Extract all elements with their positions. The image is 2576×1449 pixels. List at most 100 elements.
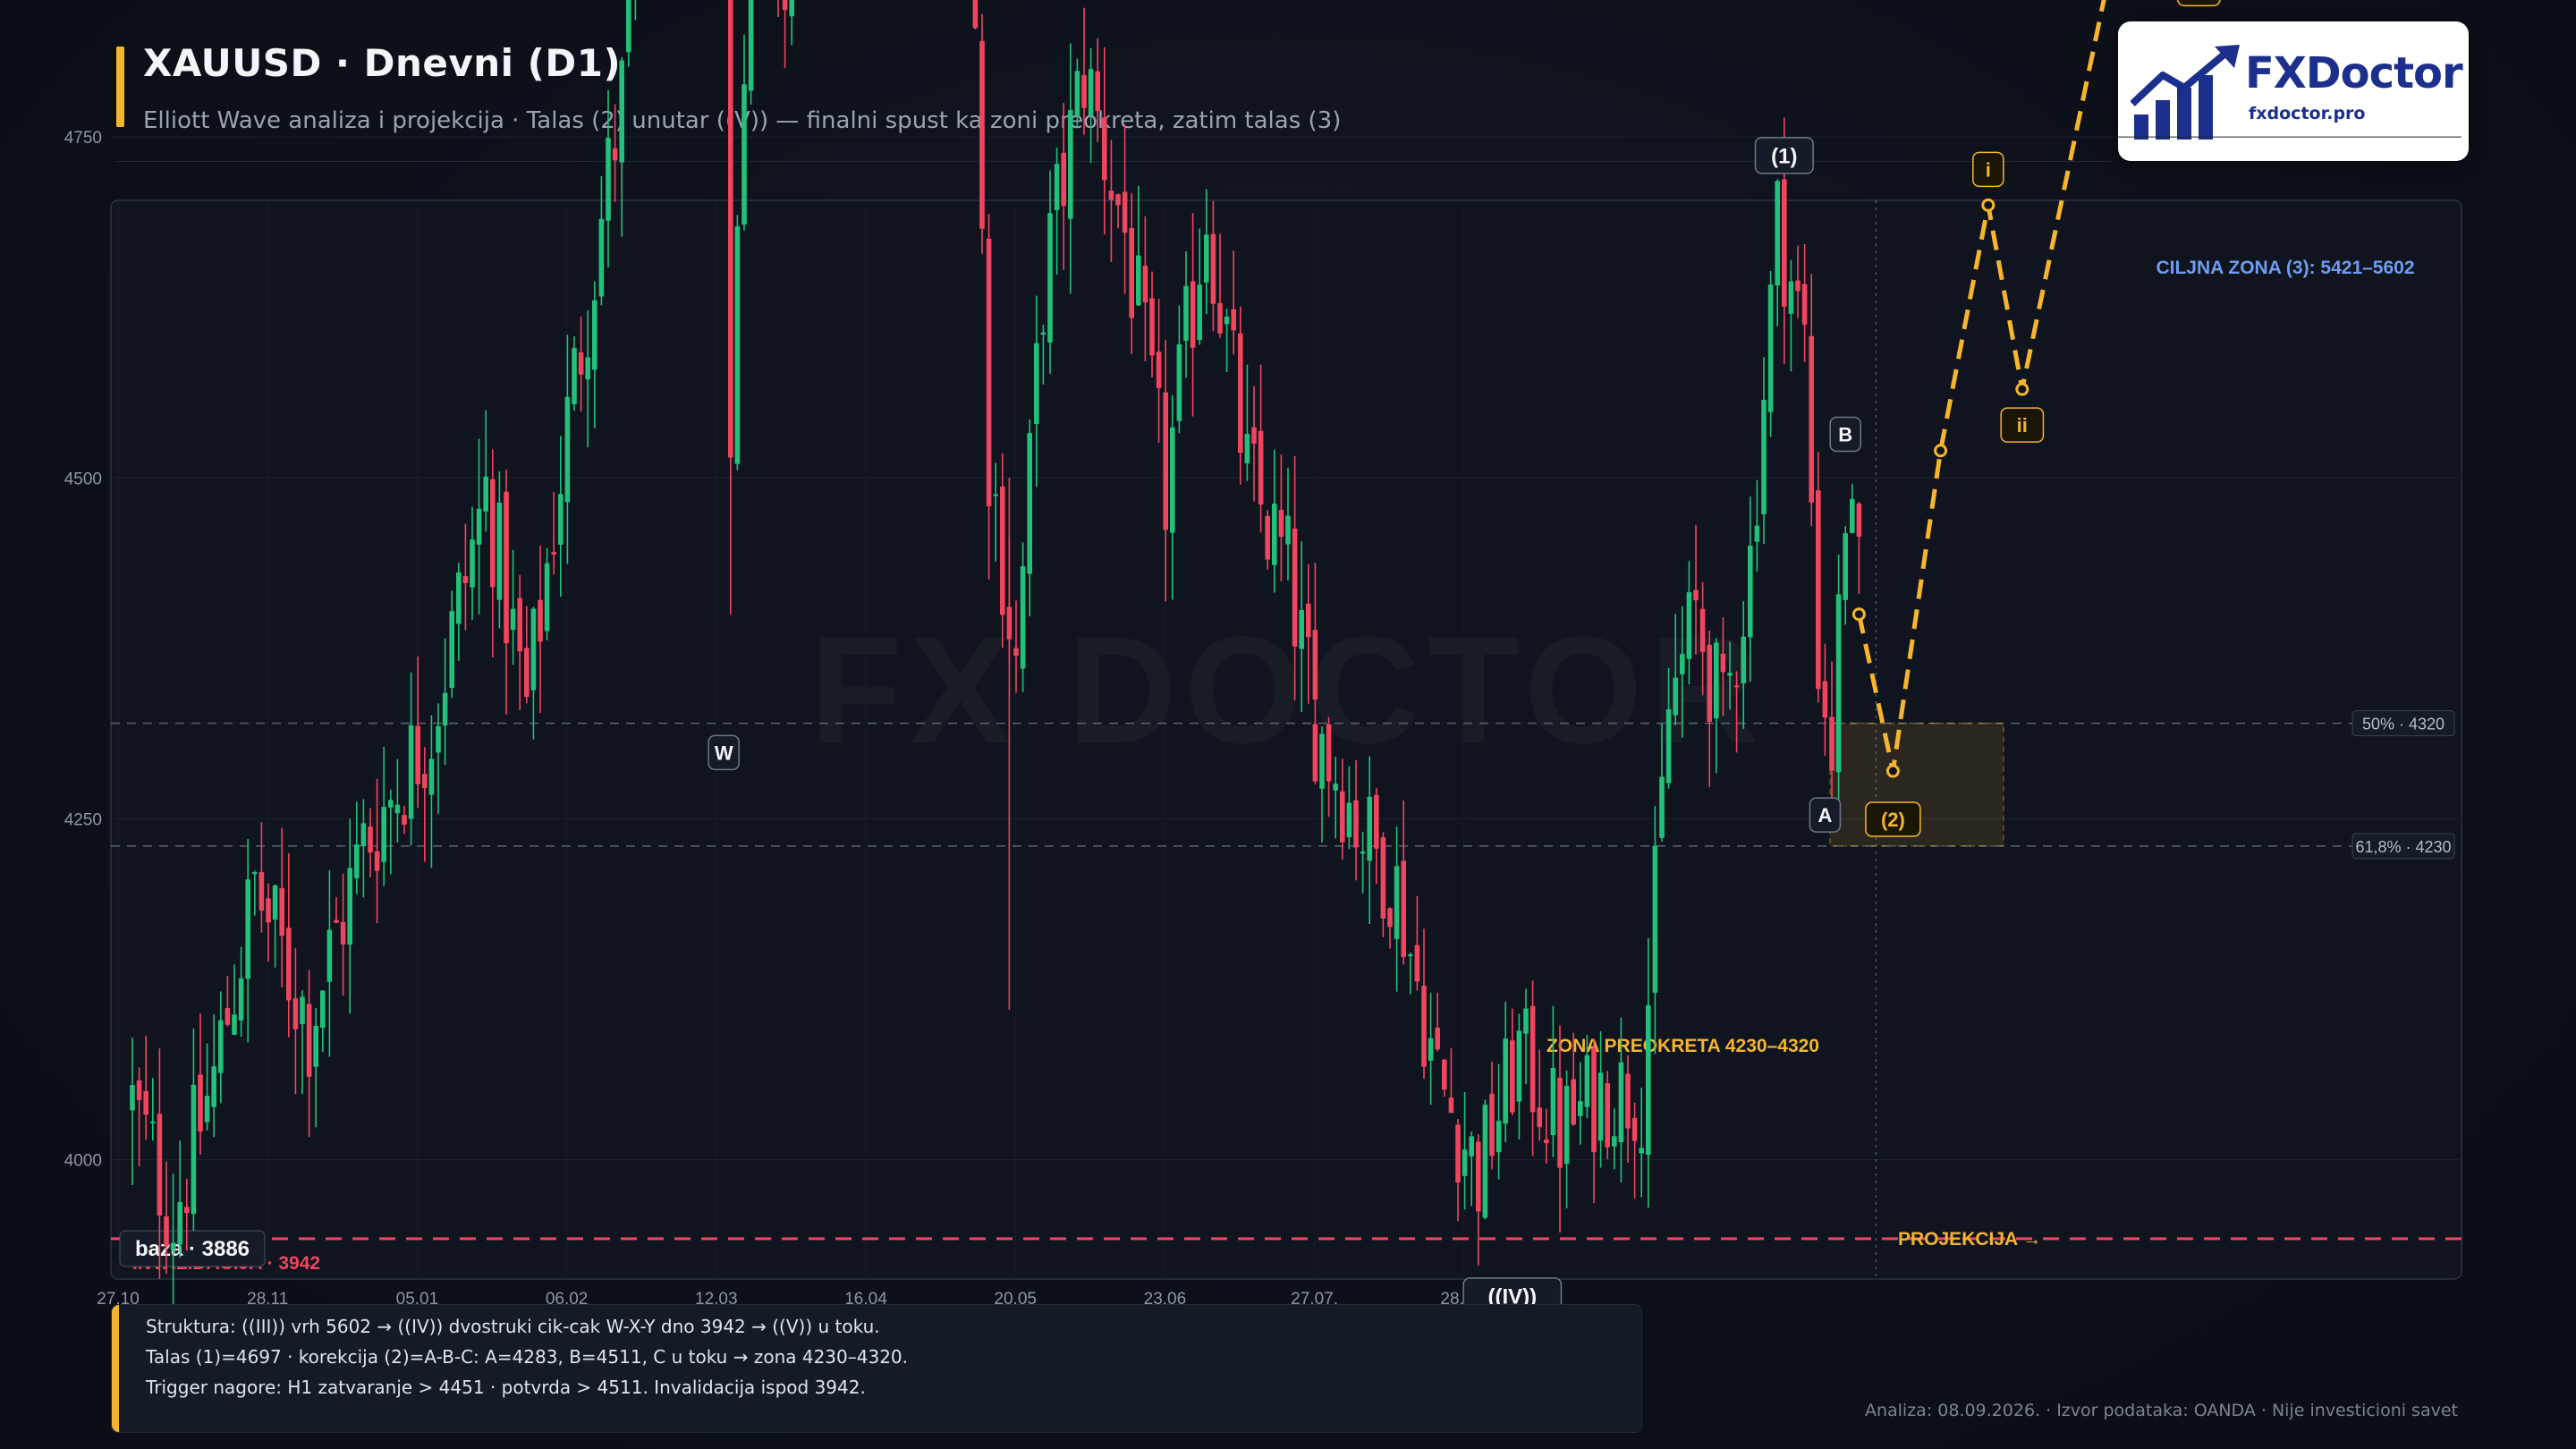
candle-body <box>1544 1140 1549 1143</box>
candle-body <box>449 611 454 689</box>
title-accent-bar <box>116 47 124 127</box>
candle-body <box>1312 630 1318 700</box>
candle-body <box>1714 642 1719 719</box>
candle-body <box>1068 110 1073 219</box>
candle-body <box>326 929 333 982</box>
fib-level-tag: 61,8% · 4230 <box>2351 833 2455 860</box>
candle-body <box>782 0 788 11</box>
candle-body <box>993 494 998 496</box>
x-tick-label: 28.11 <box>247 1290 288 1309</box>
candle-body <box>483 476 488 512</box>
candle-body <box>1516 1030 1522 1102</box>
projection-node <box>1981 198 1996 212</box>
candle-body <box>476 508 482 545</box>
projection-label-iv-box <box>2177 0 2221 7</box>
candle-body <box>1285 515 1291 545</box>
candle-body <box>1088 69 1094 116</box>
candle-body <box>1673 677 1678 716</box>
candle-body <box>300 996 305 1024</box>
candle-body <box>517 597 522 652</box>
candle-body <box>150 1121 156 1123</box>
candle-body <box>1631 1117 1638 1141</box>
y-tick-label: 4500 <box>64 470 102 488</box>
candle-body <box>1448 1097 1454 1114</box>
candle-body <box>408 724 414 819</box>
candle-body <box>1795 280 1801 292</box>
projection-label-ii-text: ii <box>2017 414 2028 436</box>
candle-body <box>1741 636 1746 683</box>
candle-body <box>211 1066 216 1107</box>
candle-body <box>1394 866 1400 939</box>
wave-label-w: W <box>708 734 740 771</box>
candle-body <box>748 0 754 91</box>
candle-body <box>402 814 407 825</box>
candle-body <box>1074 71 1080 116</box>
wave-label-a: A <box>1809 797 1842 833</box>
candle-body <box>191 1084 197 1215</box>
candle-body <box>320 990 326 1028</box>
candle-body <box>347 868 352 945</box>
projection-label: PROJEKCIJA → <box>1898 1229 2041 1250</box>
candle-body <box>1054 164 1060 210</box>
candle-body <box>1767 284 1774 412</box>
candle-body <box>598 218 605 297</box>
candle-body <box>986 238 992 506</box>
candle-body <box>279 888 284 936</box>
candle-body <box>368 826 373 853</box>
candle-body <box>1027 433 1032 574</box>
candle-body <box>1850 498 1855 533</box>
candle-body <box>544 563 550 631</box>
candle-body <box>1346 802 1352 838</box>
plot-panel <box>110 199 2462 1280</box>
candle-body <box>1809 335 1814 503</box>
candle-body <box>1156 352 1162 388</box>
candle-body <box>1231 309 1236 331</box>
projection-label-2-text: (2) <box>1881 809 1905 831</box>
candle-body <box>1469 1136 1474 1157</box>
candle-body <box>1476 1141 1481 1212</box>
candle-body <box>1251 427 1257 445</box>
candle-body <box>1319 733 1325 789</box>
candle-body <box>490 479 496 588</box>
candle-body <box>1408 954 1413 957</box>
candle-body <box>1618 1062 1624 1142</box>
candle-body <box>354 844 360 878</box>
candle-body <box>1326 724 1332 782</box>
candle-body <box>130 1085 135 1111</box>
wave-label-b-box <box>1829 416 1861 453</box>
candle-body <box>1047 213 1053 343</box>
projection-node <box>2015 382 2029 396</box>
projection-label-ii: ii <box>2000 407 2045 443</box>
candle-body <box>252 872 258 875</box>
base-label: baza · 3886 <box>119 1230 266 1267</box>
projection-label-i-text: i <box>1986 158 1991 181</box>
candle-body <box>136 1080 142 1100</box>
candle-body <box>979 40 985 229</box>
structure-notes-box: Struktura: ((III)) vrh 5602 → ((IV)) dvo… <box>111 1304 1642 1433</box>
candle-body <box>1571 1079 1576 1125</box>
candle-body <box>1510 1040 1515 1113</box>
candle-body <box>462 576 469 584</box>
candle-body <box>538 599 543 642</box>
footer-disclaimer: Analiza: 08.09.2026. · Izvor podataka: O… <box>1864 1401 2458 1420</box>
candle-body <box>292 998 299 1030</box>
logo-url: fxdoctor.pro <box>2249 104 2366 123</box>
candle-body <box>1040 332 1046 335</box>
candle-body <box>1612 1136 1617 1147</box>
candle-body <box>143 1090 148 1115</box>
candle-body <box>1401 860 1406 958</box>
candle-body <box>1489 1093 1495 1157</box>
candle-body <box>1597 1072 1604 1141</box>
candle-body <box>1462 1149 1468 1176</box>
title-divider <box>116 161 2111 162</box>
fib-level-text: 50% · 4320 <box>2362 716 2445 733</box>
notes-accent-bar <box>112 1305 119 1432</box>
candle-body <box>1299 609 1304 649</box>
note-structure: Struktura: ((III)) vrh 5602 → ((IV)) dvo… <box>146 1316 880 1337</box>
x-tick-label: 16.04 <box>844 1290 887 1309</box>
candle-body <box>558 494 564 545</box>
candle-body <box>1013 648 1019 657</box>
candle-body <box>1788 281 1794 314</box>
base-label-box <box>119 1230 266 1267</box>
projection-label-iv: iv <box>2177 0 2221 7</box>
